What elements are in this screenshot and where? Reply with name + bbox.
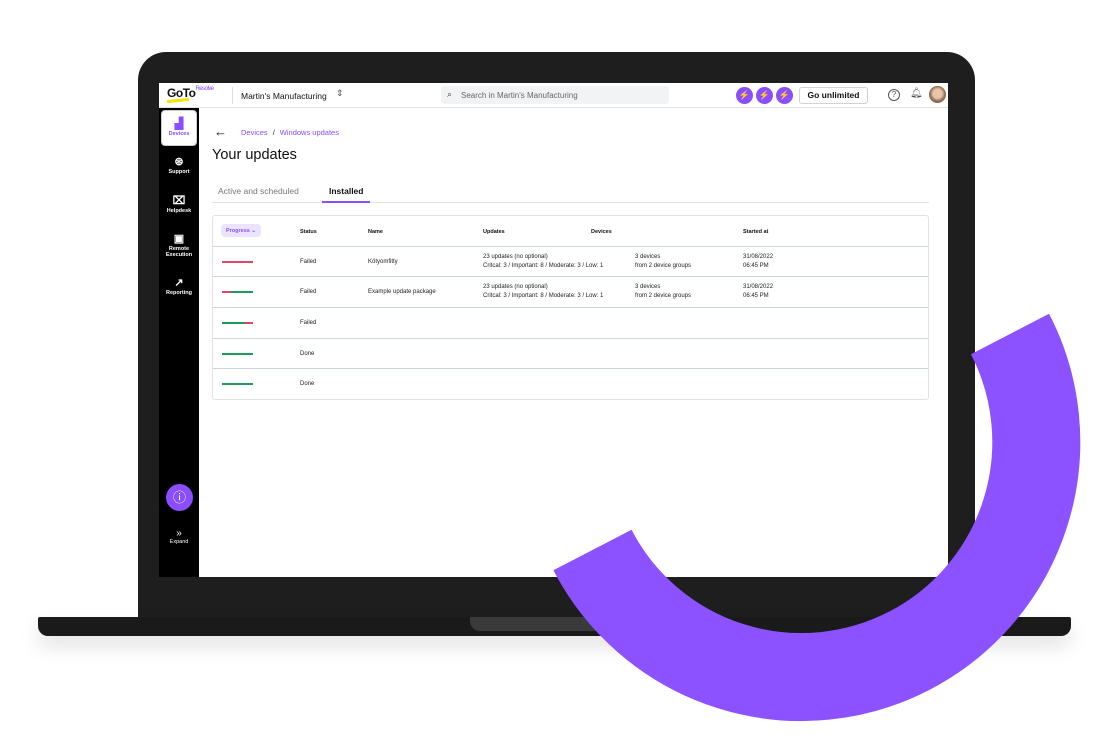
updates-summary: 23 updates (no optional) — [483, 284, 548, 290]
tab-installed[interactable]: Installed — [321, 186, 372, 203]
expand-button[interactable]: » Expand — [161, 528, 197, 545]
help-icon[interactable]: ? — [888, 89, 900, 101]
sidebar-label: Remote Execution — [165, 246, 193, 258]
sidebar-item-remote-execution[interactable]: ▣ Remote Execution — [161, 226, 197, 266]
status-cell: Failed — [300, 320, 317, 326]
logo-text: GoTo — [167, 86, 196, 100]
search-input[interactable]: ⌕ Search in Martin's Manufacturing — [441, 86, 669, 104]
sidebar-label: Support — [168, 169, 190, 175]
updates-summary: 23 updates (no optional) — [483, 254, 548, 260]
top-bar: GoToResolve Martin's Manufacturing ⇕ ⌕ Se… — [159, 83, 948, 108]
sidebar-item-devices[interactable]: ▟ Devices — [161, 110, 197, 146]
started-date: 31/08/2022 — [743, 254, 774, 260]
chevron-up-down-icon[interactable]: ⇕ — [336, 88, 344, 98]
progress-failed-segment — [222, 261, 253, 263]
ticket-icon: ⌧ — [172, 195, 186, 207]
bell-icon[interactable]: 🔔︎ — [910, 88, 923, 99]
updates-breakdown: Critcal: 3 / Important: 8 / Moderate: 3 … — [483, 263, 604, 269]
goto-logo[interactable]: GoToResolve — [166, 86, 214, 104]
info-icon[interactable]: ⓘ — [166, 484, 193, 511]
back-arrow-icon[interactable]: ← — [214, 124, 227, 139]
progress-failed-segment — [245, 322, 253, 324]
status-cell: Failed — [300, 289, 317, 295]
app-screen: GoToResolve Martin's Manufacturing ⇕ ⌕ Se… — [159, 83, 948, 577]
progress-sort-button[interactable]: Progress ⌄ — [221, 224, 261, 237]
devices-icon: ▟ — [174, 118, 184, 130]
breadcrumb: Devices / Windows updates — [241, 128, 339, 137]
progress-bar — [222, 322, 253, 324]
header-status[interactable]: Status — [300, 229, 317, 235]
started-time: 06:45 PM — [743, 293, 769, 299]
org-selector[interactable]: Martin's Manufacturing — [241, 91, 327, 101]
updates-table: Progress ⌄ Status Name Updates Devices S… — [212, 215, 929, 400]
progress-done-segment — [231, 291, 253, 293]
chart-line-icon: ↗ — [174, 277, 184, 289]
page-title: Your updates — [212, 147, 297, 163]
updates-breakdown: Critcal: 3 / Important: 8 / Moderate: 3 … — [483, 293, 604, 299]
breadcrumb-devices[interactable]: Devices — [241, 128, 268, 137]
expand-label: Expand — [169, 539, 189, 545]
monitor-icon: ▣ — [173, 233, 185, 245]
status-cell: Failed — [300, 259, 317, 265]
sidebar-item-helpdesk[interactable]: ⌧ Helpdesk — [161, 188, 197, 224]
header-name[interactable]: Name — [368, 229, 383, 235]
devices-count: 3 devices — [635, 284, 661, 290]
progress-done-segment — [222, 322, 246, 324]
table-row[interactable]: Done — [213, 338, 928, 369]
sidebar-label: Reporting — [166, 290, 192, 296]
bolt-icon[interactable]: ⚡ — [756, 87, 773, 104]
go-unlimited-button[interactable]: Go unlimited — [799, 87, 868, 104]
breadcrumb-windows-updates[interactable]: Windows updates — [279, 128, 339, 137]
sidebar-item-reporting[interactable]: ↗ Reporting — [161, 270, 197, 306]
progress-done-segment — [222, 353, 253, 355]
progress-bar — [222, 261, 253, 263]
search-placeholder: Search in Martin's Manufacturing — [461, 91, 578, 100]
status-cell: Done — [300, 381, 315, 387]
laptop-notch — [470, 617, 630, 631]
bolt-icon[interactable]: ⚡ — [736, 87, 753, 104]
bolt-icon[interactable]: ⚡ — [776, 87, 793, 104]
chevron-double-right-icon: » — [176, 528, 182, 539]
name-cell: Kötyomfitty — [368, 259, 398, 265]
progress-bar — [222, 353, 253, 355]
sidebar-label: Helpdesk — [166, 208, 192, 214]
table-row[interactable]: Done — [213, 368, 928, 399]
chevron-down-icon: ⌄ — [251, 228, 256, 234]
header-started-at[interactable]: Started at — [743, 229, 769, 235]
progress-bar — [222, 291, 253, 293]
header-progress: Progress — [226, 228, 250, 234]
name-cell: Example update package — [368, 289, 436, 295]
logo-sub: Resolve — [195, 86, 214, 92]
divider — [232, 87, 233, 104]
status-cell: Done — [300, 351, 315, 357]
sidebar-item-support[interactable]: ⊛ Support — [161, 149, 197, 185]
sidebar-label: Devices — [168, 131, 190, 137]
avatar[interactable] — [929, 86, 946, 103]
started-date: 31/08/2022 — [743, 284, 774, 290]
progress-done-segment — [222, 383, 253, 385]
header-devices[interactable]: Devices — [591, 229, 612, 235]
header-updates[interactable]: Updates — [483, 229, 505, 235]
support-icon: ⊛ — [174, 156, 184, 168]
devices-count: 3 devices — [635, 254, 661, 260]
sidebar: ▟ Devices ⊛ Support ⌧ Helpdesk ▣ Remote Exec… — [159, 108, 199, 577]
search-icon: ⌕ — [447, 89, 453, 99]
table-row[interactable]: Failed Kötyomfitty 23 updates (no optional… — [213, 246, 928, 277]
device-groups: from 2 device groups — [635, 293, 692, 299]
table-row[interactable]: Failed Example update package 23 updates (… — [213, 276, 928, 307]
tab-active-and-scheduled[interactable]: Active and scheduled — [218, 186, 299, 196]
device-groups: from 2 device groups — [635, 263, 692, 269]
progress-bar — [222, 383, 253, 385]
started-time: 06:45 PM — [743, 263, 769, 269]
table-row[interactable]: Failed — [213, 307, 928, 338]
progress-failed-segment — [222, 291, 232, 293]
tab-bar: Active and scheduled Installed — [212, 181, 929, 203]
